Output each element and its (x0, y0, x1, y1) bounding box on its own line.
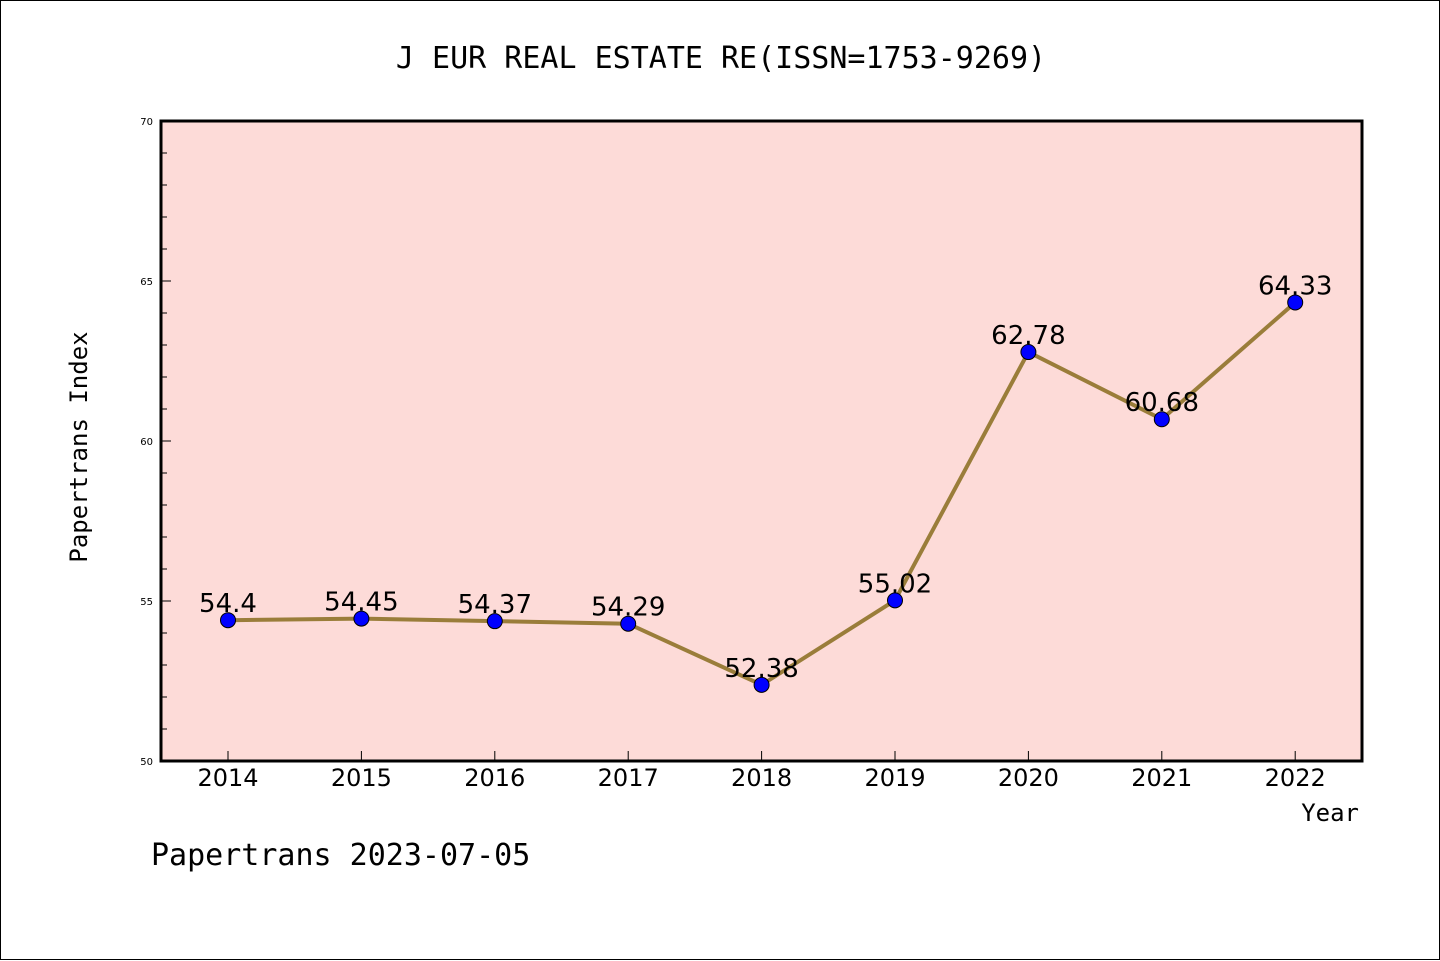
data-point (1153, 411, 1170, 428)
y-tick-label: 55 (140, 597, 153, 608)
data-point (620, 615, 637, 632)
data-labels: 54.4 54.45 54.37 54.29 52.38 55.02 62.78 60.68 6… (199, 271, 1332, 683)
footer-text: Papertrans 2023-07-05 (151, 838, 530, 873)
data-point (353, 610, 370, 627)
data-label: 54.4 (199, 589, 257, 619)
plot-border (159, 119, 1364, 763)
data-label: 54.37 (458, 590, 532, 620)
data-label: 60.68 (1125, 388, 1199, 418)
data-label: 54.29 (591, 593, 665, 623)
y-tick-label: 65 (140, 277, 153, 288)
data-label: 52.38 (724, 654, 798, 684)
data-point (486, 613, 503, 630)
y-tick-label: 50 (140, 757, 153, 768)
data-label: 62.78 (991, 321, 1065, 351)
plot-area (161, 121, 1362, 761)
data-label: 54.45 (324, 588, 398, 618)
x-tick-label: 2015 (331, 764, 392, 792)
chart-title: J EUR REAL ESTATE RE(ISSN=1753-9269) (396, 41, 1046, 76)
x-axis: 2014 2015 2016 2017 2018 2019 2020 2021 2022 (197, 751, 1326, 792)
data-point (887, 592, 903, 609)
x-tick-label: 2018 (731, 764, 792, 792)
data-label: 55.02 (858, 569, 932, 599)
y-tick-label: 70 (140, 117, 153, 128)
data-label: 64.33 (1258, 271, 1332, 301)
y-axis-label: Papertrans Index (65, 331, 93, 562)
x-tick-label: 2022 (1265, 764, 1326, 792)
x-tick-label: 2014 (197, 764, 258, 792)
x-axis-label: Year (1301, 799, 1359, 827)
x-tick-label: 2019 (864, 764, 925, 792)
x-tick-label: 2016 (464, 764, 525, 792)
x-tick-label: 2020 (998, 764, 1059, 792)
data-point (1287, 294, 1304, 311)
series-markers (220, 294, 1304, 693)
data-point (220, 612, 236, 629)
data-point (753, 676, 770, 693)
data-point (1020, 344, 1037, 361)
x-tick-label: 2021 (1131, 764, 1192, 792)
x-tick-label: 2017 (598, 764, 659, 792)
y-tick-label: 60 (140, 437, 153, 448)
